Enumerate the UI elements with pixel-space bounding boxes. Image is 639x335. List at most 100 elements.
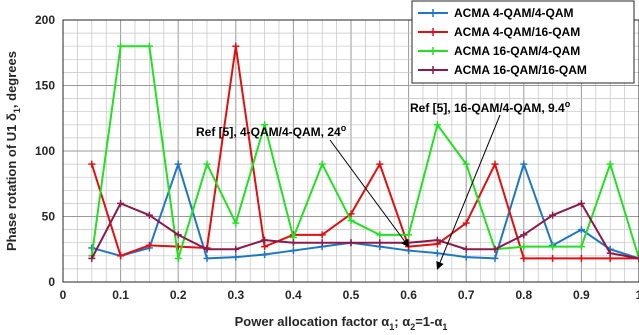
x-axis-label: Power allocation factor α1; α2=1-α1 <box>235 314 448 332</box>
y-tick-label: 150 <box>35 79 55 93</box>
y-tick-label: 200 <box>35 13 55 27</box>
data-point <box>491 245 499 253</box>
data-point <box>289 239 297 247</box>
legend-box <box>411 0 635 84</box>
y-tick-label: 50 <box>42 210 56 224</box>
data-point <box>549 243 557 251</box>
annotation-superscript: o <box>341 123 347 133</box>
annotation-2: Ref [5], 16-QAM/4-QAM, 9.4o <box>410 99 571 270</box>
data-point <box>433 249 441 257</box>
data-point <box>318 160 326 168</box>
data-point <box>261 243 269 251</box>
legend-label: ACMA 4-QAM/16-QAM <box>454 25 580 39</box>
legend-label: ACMA 16-QAM/4-QAM <box>454 44 580 58</box>
legend-item: ACMA 4-QAM/4-QAM <box>418 6 574 20</box>
series-line <box>90 45 639 260</box>
y-tick-label: 100 <box>35 144 55 158</box>
data-point <box>462 219 470 227</box>
data-point <box>174 254 182 262</box>
data-point <box>117 42 125 50</box>
data-point <box>232 219 240 227</box>
x-tick-label: 0.5 <box>343 288 360 302</box>
series-group <box>88 42 639 262</box>
data-point <box>117 199 125 207</box>
data-point <box>433 121 441 129</box>
series-line <box>91 163 639 260</box>
data-point <box>203 160 211 168</box>
series-3 <box>88 42 639 262</box>
data-point <box>174 160 182 168</box>
data-point <box>203 245 211 253</box>
y-tick-label: 0 <box>48 275 55 289</box>
data-point <box>347 216 355 224</box>
legend-item: ACMA 4-QAM/16-QAM <box>418 25 580 39</box>
data-point <box>261 250 269 258</box>
data-point <box>606 249 614 257</box>
data-point <box>376 239 384 247</box>
data-point <box>635 254 639 262</box>
data-point <box>491 254 499 262</box>
data-point <box>405 231 413 239</box>
x-tick-label: 1 <box>636 288 639 302</box>
data-point <box>318 239 326 247</box>
data-point <box>577 243 585 251</box>
annotations: Ref [5], 4-QAM/4-QAM, 24o Ref [5], 16-QAM… <box>196 99 571 270</box>
data-point <box>520 254 528 262</box>
x-tick-label: 0 <box>60 288 67 302</box>
x-tick-label: 0.7 <box>458 288 475 302</box>
data-point <box>203 254 211 262</box>
series-line <box>90 45 639 260</box>
y-axis-ticks: 0 50 100 150 200 <box>35 13 55 289</box>
data-point <box>145 42 153 50</box>
series-4 <box>88 199 639 262</box>
y-axis-label: Phase rotation of U1 δ1, degrees <box>4 51 22 251</box>
data-point <box>606 160 614 168</box>
data-point <box>433 236 441 244</box>
data-point <box>88 160 96 168</box>
data-point <box>232 253 240 261</box>
data-point <box>462 160 470 168</box>
data-point <box>88 254 96 262</box>
data-point <box>462 253 470 261</box>
annotation-1: Ref [5], 4-QAM/4-QAM, 24o <box>196 123 410 248</box>
data-point <box>577 254 585 262</box>
annotation-arrow <box>329 139 410 248</box>
data-point <box>347 239 355 247</box>
data-point <box>577 226 585 234</box>
annotation-text: Ref [5], 4-QAM/4-QAM, 24o <box>196 123 347 139</box>
data-point <box>145 241 153 249</box>
x-axis-ticks: 0 0.1 0.2 0.3 0.4 0.5 0.6 0.7 0.8 0.9 1 <box>60 288 639 302</box>
x-tick-label: 0.8 <box>515 288 532 302</box>
data-point <box>232 42 240 50</box>
legend: ACMA 4-QAM/4-QAM ACMA 4-QAM/16-QAM ACMA 16… <box>411 0 635 84</box>
data-point <box>491 160 499 168</box>
data-point <box>520 231 528 239</box>
data-point <box>520 243 528 251</box>
series-1 <box>88 160 639 262</box>
data-point <box>376 231 384 239</box>
data-point <box>577 199 585 207</box>
data-point <box>232 245 240 253</box>
data-point <box>145 211 153 219</box>
annotation-arrow <box>436 114 501 270</box>
data-point <box>520 160 528 168</box>
data-point <box>462 245 470 253</box>
data-point <box>318 231 326 239</box>
data-point <box>261 236 269 244</box>
plot-frame <box>62 19 639 283</box>
data-point <box>174 231 182 239</box>
legend-item: ACMA 16-QAM/4-QAM <box>418 44 580 58</box>
data-point <box>289 247 297 255</box>
x-tick-label: 0.3 <box>227 288 244 302</box>
x-tick-label: 0.4 <box>285 288 302 302</box>
data-point <box>549 254 557 262</box>
annotation-main: Ref [5], 16-QAM/4-QAM, 9.4 <box>410 101 565 115</box>
data-point <box>376 160 384 168</box>
data-point <box>261 121 269 129</box>
series-line <box>90 202 639 260</box>
legend-item: ACMA 16-QAM/16-QAM <box>418 63 587 77</box>
data-point <box>549 211 557 219</box>
x-tick-label: 0.6 <box>400 288 417 302</box>
x-tick-label: 0.9 <box>573 288 590 302</box>
